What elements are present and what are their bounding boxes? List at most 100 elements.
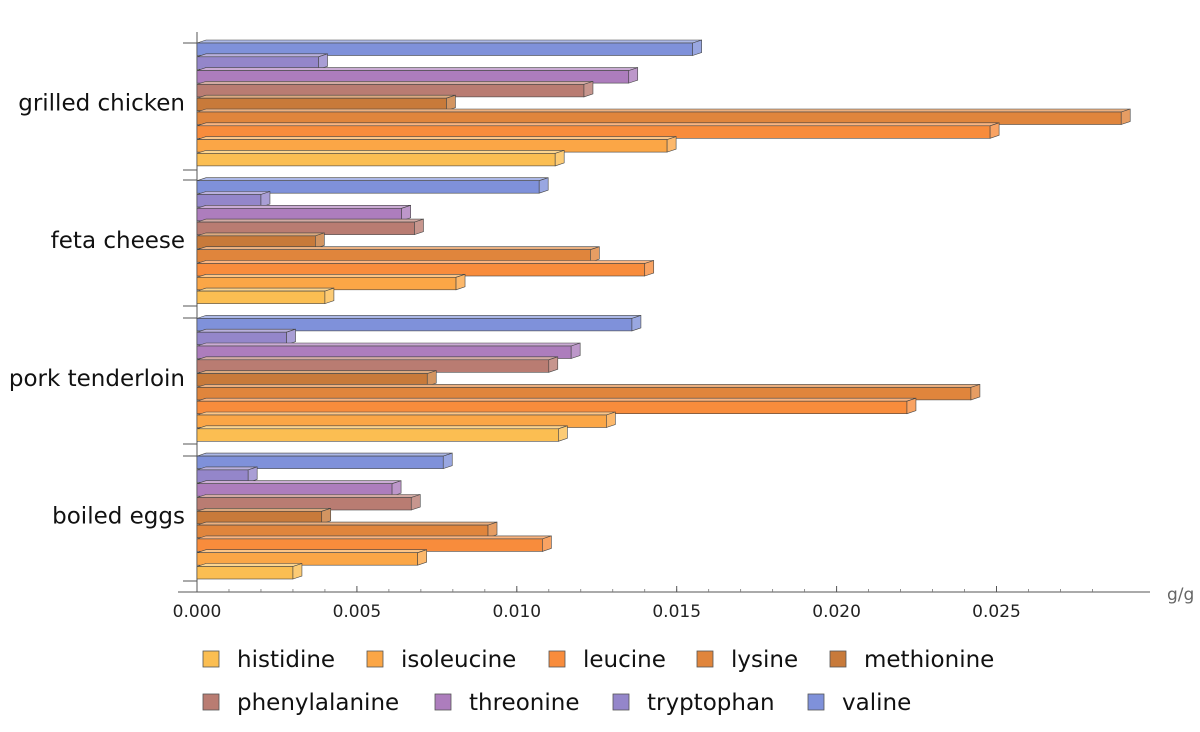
bar-grilled-chicken-isoleucine-top <box>196 136 677 140</box>
bar-grilled-chicken-histidine <box>196 153 556 167</box>
bar-pork-tenderloin-lysine-top <box>196 384 981 388</box>
category-label: grilled chicken <box>18 90 185 116</box>
bar-pork-tenderloin-threonine-side <box>570 342 581 359</box>
bar-grilled-chicken-threonine-side <box>628 67 639 84</box>
bar-pork-tenderloin-lysine-side <box>970 383 981 401</box>
bar-grilled-chicken-tryptophan-top <box>196 53 328 58</box>
bar-boiled-eggs-lysine-top <box>196 521 498 526</box>
legend-swatch-tryptophan <box>612 693 630 711</box>
bar-feta-cheese-phenylalanine-top <box>196 218 424 223</box>
bar-pork-tenderloin-leucine-side <box>906 397 917 415</box>
bar-boiled-eggs-methionine-top <box>196 507 331 512</box>
bar-feta-cheese-threonine-side <box>401 204 411 222</box>
legend-label-isoleucine: isoleucine <box>401 647 516 673</box>
bar-feta-cheese-histidine-side <box>324 287 335 305</box>
x-tick-label: 0.025 <box>972 602 1021 622</box>
category-label: boiled eggs <box>52 504 185 530</box>
bar-grilled-chicken-valine-top <box>196 39 702 44</box>
bar-boiled-eggs-leucine-top <box>196 535 552 540</box>
legend-label-histidine: histidine <box>237 647 335 673</box>
bar-grilled-chicken-isoleucine-side <box>666 136 677 153</box>
bar-grilled-chicken-phenylalanine-top <box>196 81 594 85</box>
bar-pork-tenderloin-valine-side <box>631 314 642 332</box>
legend-swatch-threonine <box>434 693 452 711</box>
bar-boiled-eggs-leucine-side <box>542 535 552 552</box>
bar-feta-cheese-valine-top <box>196 177 549 181</box>
bar-grilled-chicken-phenylalanine-side <box>583 80 594 98</box>
legend-swatch-leucine <box>548 650 566 668</box>
bar-pork-tenderloin-tryptophan-side <box>286 328 296 346</box>
x-tick-label: 0.005 <box>333 602 382 622</box>
x-tick-label: 0.020 <box>812 602 861 622</box>
bar-boiled-eggs-histidine-top <box>196 563 303 567</box>
bar-feta-cheese-histidine-top <box>196 287 335 292</box>
bar-pork-tenderloin-phenylalanine-top <box>196 356 558 361</box>
bar-pork-tenderloin-histidine-top <box>196 425 568 430</box>
legend-swatch-lysine <box>696 650 714 668</box>
bar-boiled-eggs-phenylalanine-top <box>196 494 421 498</box>
bar-pork-tenderloin-valine-top <box>196 315 642 319</box>
legend-label-leucine: leucine <box>583 647 666 673</box>
bar-pork-tenderloin-methionine-side <box>426 370 437 387</box>
category-label: feta cheese <box>51 228 185 254</box>
bar-feta-cheese-isoleucine-side <box>455 273 466 291</box>
bar-pork-tenderloin-isoleucine-side <box>606 411 616 428</box>
bar-feta-cheese-leucine-side <box>644 260 655 277</box>
category-label: pork tenderloin <box>9 366 185 392</box>
legend-label-methionine: methionine <box>864 647 994 673</box>
bar-grilled-chicken-histidine-side <box>554 149 565 167</box>
legend-label-tryptophan: tryptophan <box>647 690 775 716</box>
bar-boiled-eggs-isoleucine-side <box>417 549 427 566</box>
bar-grilled-chicken-threonine-top <box>196 67 638 71</box>
bar-pork-tenderloin-threonine-top <box>196 342 581 347</box>
legend-swatch-phenylalanine <box>202 693 220 711</box>
bar-grilled-chicken-lysine-side <box>1120 108 1131 125</box>
bar-grilled-chicken-tryptophan-side <box>318 53 328 70</box>
bar-boiled-eggs-threonine-top <box>196 480 402 485</box>
bar-pork-tenderloin-tryptophan-top <box>196 328 296 333</box>
bar-feta-cheese-lysine-side <box>590 246 600 263</box>
legend-swatch-methionine <box>829 650 847 668</box>
bar-boiled-eggs-isoleucine-top <box>196 549 427 554</box>
bar-feta-cheese-leucine-top <box>196 260 654 264</box>
bar-feta-cheese-valine-side <box>538 177 549 194</box>
bar-boiled-eggs-valine-side <box>442 452 453 470</box>
bar-grilled-chicken-methionine-side <box>446 94 456 112</box>
bar-feta-cheese-methionine-side <box>315 232 325 249</box>
bar-grilled-chicken-valine-side <box>692 39 702 56</box>
legend-label-valine: valine <box>842 690 911 716</box>
bar-boiled-eggs-threonine-side <box>391 480 402 497</box>
legend-label-phenylalanine: phenylalanine <box>237 690 399 716</box>
bar-feta-cheese-isoleucine-top <box>196 273 466 278</box>
bar-grilled-chicken-lysine-top <box>196 108 1131 113</box>
legend-label-lysine: lysine <box>731 647 798 673</box>
bar-boiled-eggs-methionine-side <box>321 507 332 525</box>
x-axis-label: g/g <box>1167 585 1194 605</box>
bar-boiled-eggs-phenylalanine-side <box>410 494 421 511</box>
bar-feta-cheese-methionine-top <box>196 232 325 237</box>
x-tick-label: 0.015 <box>652 602 701 622</box>
bar-boiled-eggs-histidine-side <box>292 563 303 580</box>
legend-swatch-isoleucine <box>366 650 384 668</box>
bar-boiled-eggs-tryptophan-top <box>196 466 258 471</box>
bar-pork-tenderloin-methionine-top <box>196 370 437 374</box>
bar-boiled-eggs-lysine-side <box>487 521 498 539</box>
bar-feta-cheese-lysine-top <box>196 246 600 250</box>
legend-label-threonine: threonine <box>469 690 579 716</box>
bar-feta-cheese-phenylalanine-side <box>414 218 424 236</box>
legend-swatch-histidine <box>202 650 220 668</box>
x-tick-label: 0.000 <box>173 602 222 622</box>
bar-feta-cheese-tryptophan-side <box>260 191 271 208</box>
bar-grilled-chicken-leucine-side <box>989 122 1000 139</box>
bar-boiled-eggs-tryptophan-side <box>247 466 258 483</box>
bar-feta-cheese-threonine-top <box>196 205 411 209</box>
bar-pork-tenderloin-leucine-top <box>196 397 917 402</box>
bar-pork-tenderloin-histidine-side <box>558 425 568 442</box>
legend-swatch-valine <box>807 693 825 711</box>
bar-grilled-chicken-histidine-top <box>196 150 565 154</box>
bar-boiled-eggs-valine-top <box>196 452 453 457</box>
x-tick-label: 0.010 <box>492 602 541 622</box>
bar-pork-tenderloin-histidine <box>196 428 559 442</box>
